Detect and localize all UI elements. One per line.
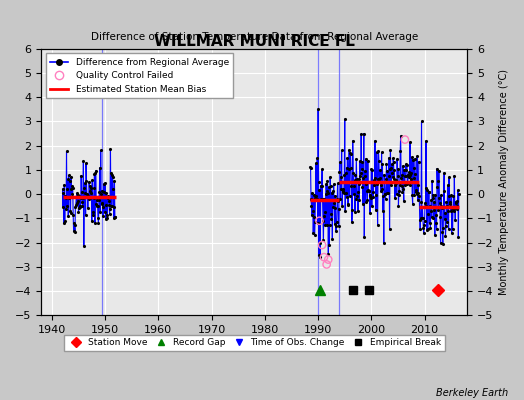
Y-axis label: Monthly Temperature Anomaly Difference (°C): Monthly Temperature Anomaly Difference (… — [499, 69, 509, 295]
Legend: Station Move, Record Gap, Time of Obs. Change, Empirical Break: Station Move, Record Gap, Time of Obs. C… — [63, 334, 445, 351]
Text: Difference of Station Temperature Data from Regional Average: Difference of Station Temperature Data f… — [91, 32, 418, 42]
Point — [320, 254, 328, 260]
Point — [401, 136, 409, 143]
Point — [322, 261, 331, 268]
Point — [324, 256, 332, 263]
Title: WILLMAR MUNI RICE FL: WILLMAR MUNI RICE FL — [154, 34, 355, 49]
Point — [318, 242, 326, 248]
Text: Berkeley Earth: Berkeley Earth — [436, 388, 508, 398]
Point — [315, 218, 324, 224]
